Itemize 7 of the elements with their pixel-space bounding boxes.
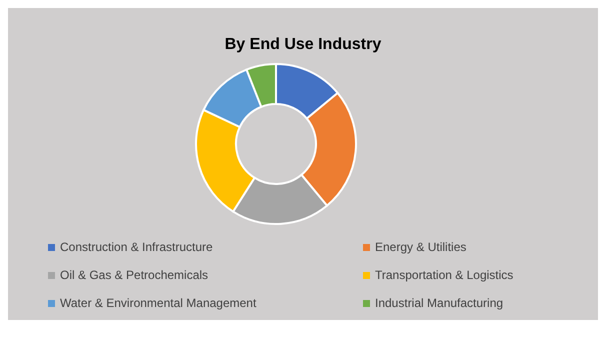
legend-label: Water & Environmental Management xyxy=(60,296,256,310)
legend-label: Construction & Infrastructure xyxy=(60,240,213,254)
legend-label: Transportation & Logistics xyxy=(375,268,514,282)
chart-title: By End Use Industry xyxy=(224,36,382,54)
legend-label: Energy & Utilities xyxy=(375,240,466,254)
legend-label: Industrial Manufacturing xyxy=(375,296,504,310)
legend-label: Oil & Gas & Petrochemicals xyxy=(60,268,208,282)
